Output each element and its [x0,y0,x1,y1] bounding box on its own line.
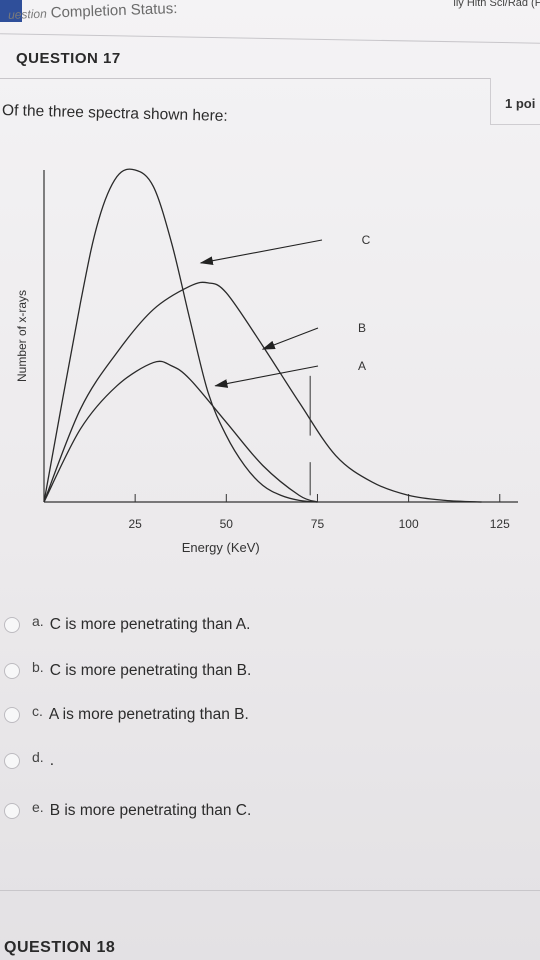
answer-option-b[interactable]: b. C is more penetrating than B. [0,659,252,680]
radio-button[interactable] [4,707,20,723]
annotation-label-a: A [358,359,366,373]
answer-option-d[interactable]: d. . [0,749,54,770]
radio-button[interactable] [4,617,20,633]
points-box [490,78,540,125]
answer-option-a[interactable]: a. C is more penetrating than A. [0,613,251,634]
x-axis-label: Energy (KeV) [182,540,260,555]
x-tick-label: 75 [311,517,325,531]
y-axis-label: Number of x-rays [15,290,29,382]
x-tick-label: 125 [490,517,510,531]
series-a-line [43,360,318,503]
annotation-arrow-c [199,239,323,266]
series-b-line [43,281,482,503]
answer-text: B is more penetrating than C. [49,802,252,819]
course-title: lly Hlth Sci/Rad (PH [453,0,540,9]
chart-svg: 25 50 75 100 125 Energy (KeV) Number of x-rays… [15,168,518,555]
annotation-arrow-b [261,327,319,350]
next-question-title: QUESTION 18 [4,939,116,956]
answer-text: C is more penetrating than B. [49,662,252,679]
answer-text: C is more penetrating than A. [49,616,251,633]
spectra-chart: 25 50 75 100 125 Energy (KeV) Number of x-rays… [0,150,540,570]
status-prefix: uestion [7,6,47,22]
answer-letter: c. [32,703,43,719]
x-tick-label: 100 [399,517,419,531]
series-c-line [43,168,318,503]
answer-letter: d. [32,749,44,765]
radio-button[interactable] [4,663,20,679]
answer-letter: e. [32,799,44,815]
answer-option-c[interactable]: c. A is more penetrating than B. [0,703,249,724]
answer-option-e[interactable]: e. B is more penetrating than C. [0,799,252,820]
points-label: 1 poi [505,96,536,111]
divider [0,78,490,79]
answer-letter: b. [32,659,44,675]
radio-button[interactable] [4,753,20,769]
divider [0,890,540,891]
annotation-label-c: C [362,233,371,247]
answer-text: A is more penetrating than B. [48,706,249,723]
corner-logo [0,0,22,22]
answer-text: . [49,752,54,769]
annotation-arrow-a [214,365,319,388]
answer-letter: a. [32,613,44,629]
x-tick-label: 50 [220,517,234,531]
radio-button[interactable] [4,803,20,819]
question-title: QUESTION 17 [16,50,121,67]
annotation-label-b: B [358,321,366,335]
x-tick-label: 25 [128,517,142,531]
